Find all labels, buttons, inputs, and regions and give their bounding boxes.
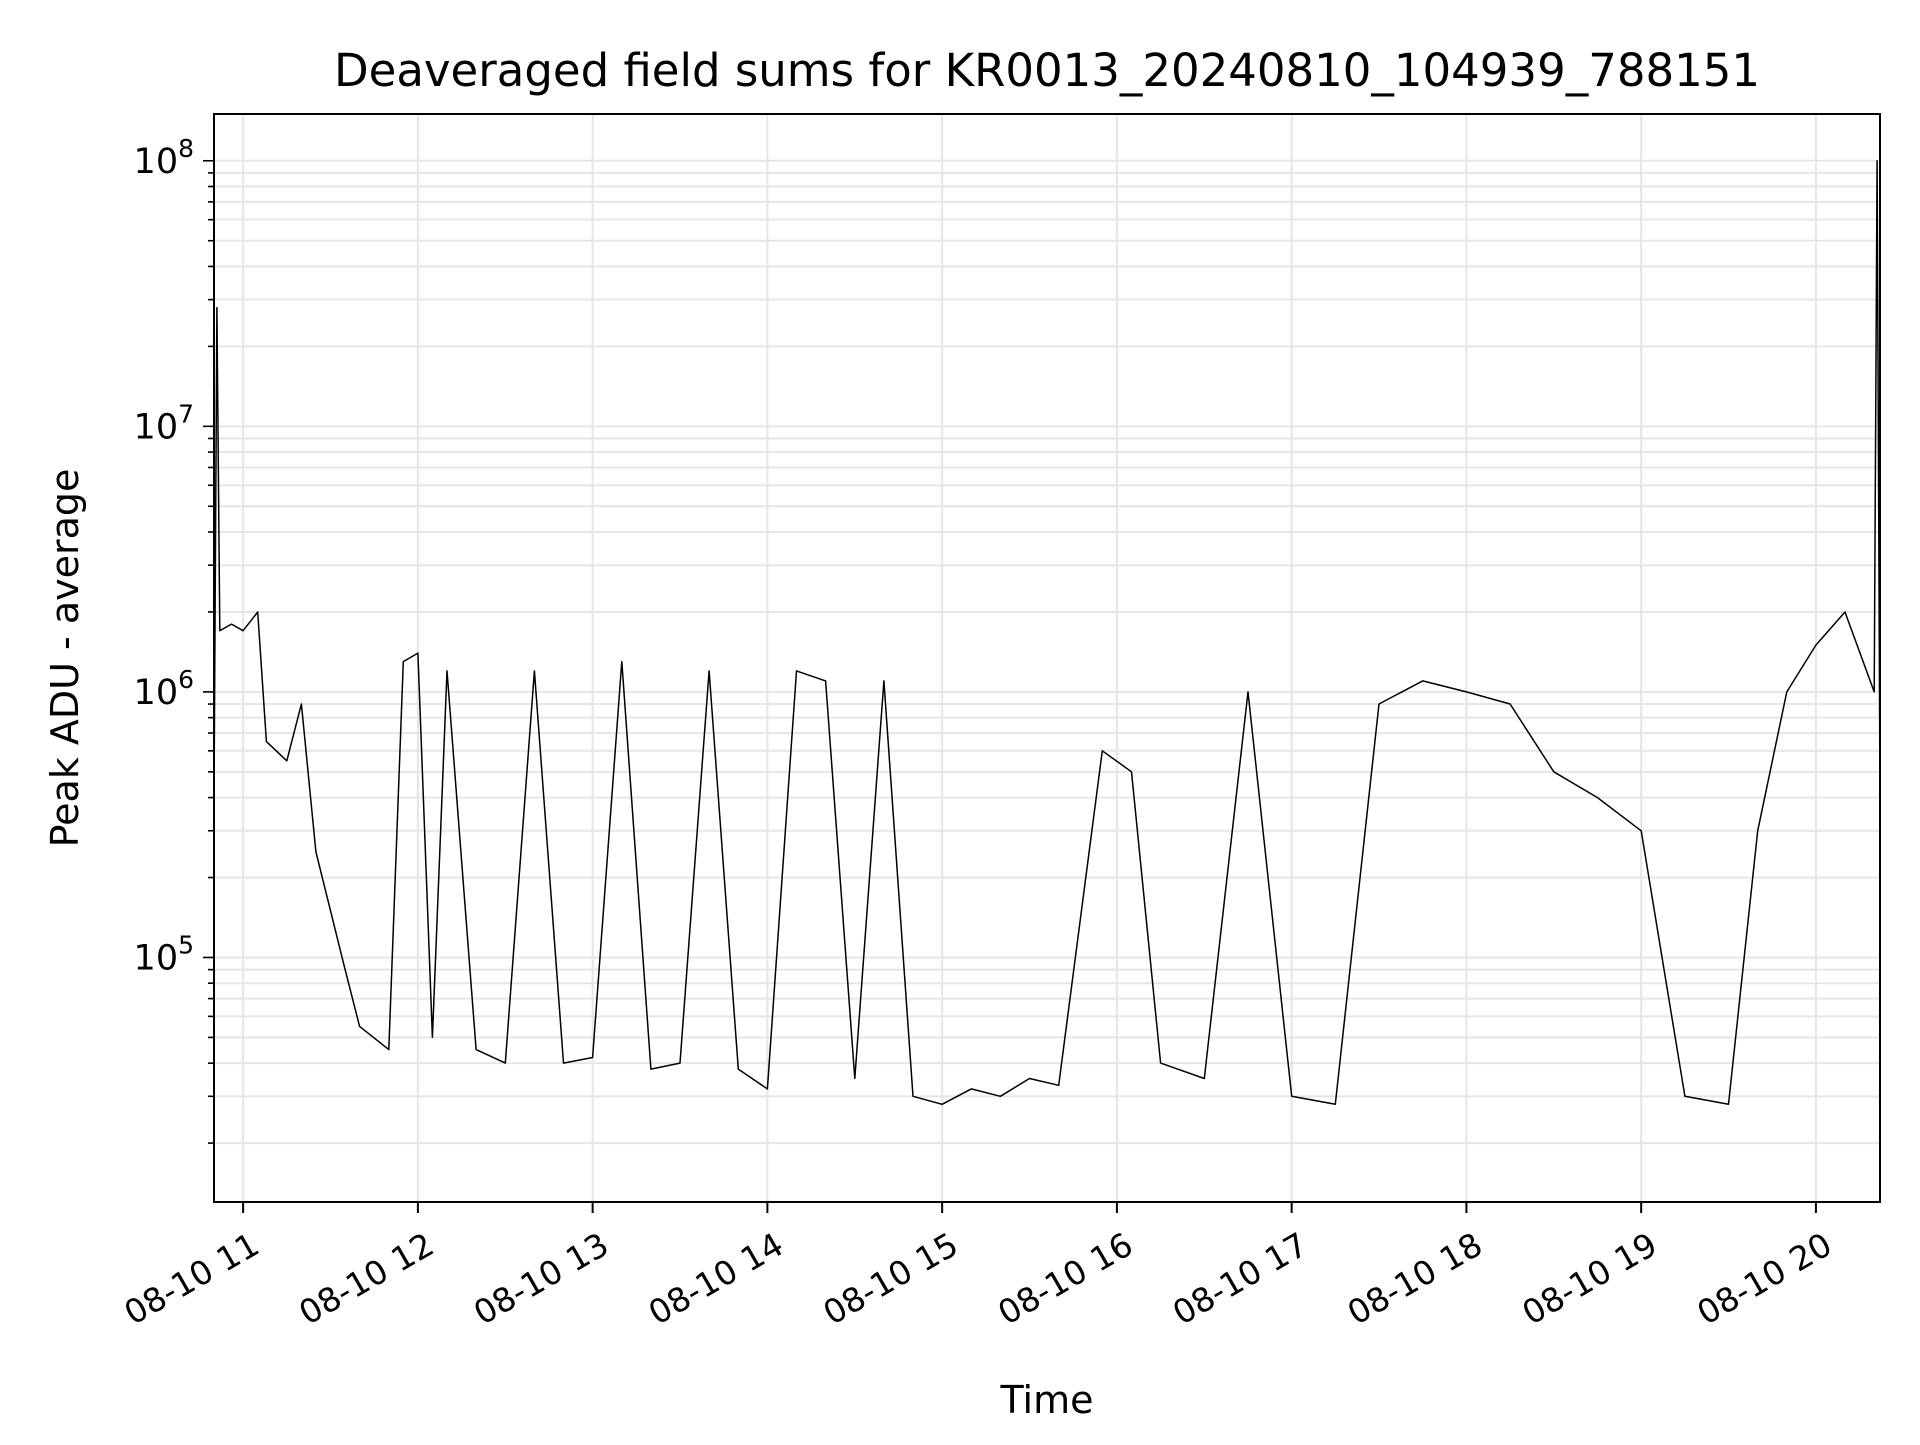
data-layer [213,160,1881,1106]
grid-layer [214,114,1880,1202]
data-series-line [213,160,1881,1106]
chart-title: Deaveraged field sums for KR0013_2024081… [334,44,1760,97]
y-axis-label: Peak ADU - average [43,469,87,848]
x-axis-label: Time [1000,1378,1094,1422]
y-tick-label: 106 [134,665,194,713]
y-tick-label: 108 [134,134,194,182]
y-tick-label: 105 [134,930,194,978]
y-tick-label: 107 [134,399,194,447]
plot-frame [213,113,1881,1203]
